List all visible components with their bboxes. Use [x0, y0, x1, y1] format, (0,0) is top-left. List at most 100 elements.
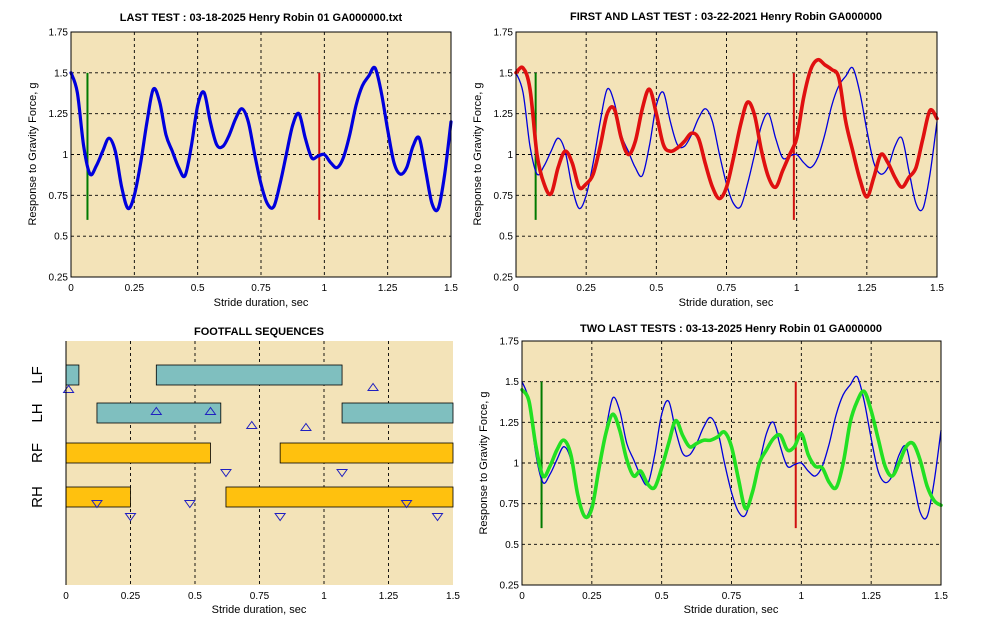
ticks: 0 0.25 0.5 0.75 1 1.25 1.50.250.50.7511.251.51…: [494, 28, 945, 295]
x-tick-label: 1.25: [378, 283, 398, 294]
footfall-triangle-down: [431, 513, 444, 522]
y-tick-label: 1.5: [505, 377, 519, 388]
x-axis-label: Stride duration, sec: [214, 297, 309, 309]
x-axis-label: Stride duration, sec: [679, 297, 774, 309]
series-layer: [514, 57, 939, 220]
x-tick-label: 1.25: [857, 283, 877, 294]
panel-first-and-last-test: 0 0.25 0.5 0.75 1 1.25 1.50.250.50.7511.251.51…: [472, 11, 944, 309]
footfall-bar-rh: [225, 486, 454, 508]
y-tick-label: 0.75: [494, 191, 514, 202]
footfall-triangle-down: [90, 500, 103, 509]
footfall-triangle-down: [219, 469, 232, 478]
x-axis-label: Stride duration, sec: [684, 604, 779, 616]
x-tick-label: 0.25: [576, 283, 596, 294]
series-layer: [69, 65, 453, 220]
series-line-last: [69, 65, 453, 213]
x-tick-label: 1.5: [446, 591, 460, 602]
x-tick-label: 1: [794, 283, 800, 294]
series-line-previous: [520, 388, 943, 520]
panel-footfall-sequences: 0 0.25 0.5 0.75 1 1.25 1.5 LF LH RF RH FOOTFALL S…: [29, 326, 460, 616]
x-tick-label: 0.25: [121, 591, 141, 602]
y-tick-label: 1: [513, 459, 519, 470]
y-tick-label: 0.75: [49, 191, 69, 202]
y-tick-label: 1: [507, 150, 513, 161]
footfall-triangle-up: [245, 420, 258, 429]
x-tick-label: 0.75: [722, 591, 742, 602]
footfall-bar-lh: [96, 402, 222, 424]
x-tick-label: 0.75: [717, 283, 737, 294]
chart-title: TWO LAST TESTS : 03-13-2025 Henry Robin …: [580, 323, 882, 335]
x-tick-label: 0.5: [188, 591, 202, 602]
chart-title: LAST TEST : 03-18-2025 Henry Robin 01 GA…: [120, 12, 403, 24]
panel-last-test: 0 0.25 0.5 0.75 1 1.25 1.50.250.50.7511.251.51…: [27, 12, 458, 309]
footfall-triangle-up: [299, 422, 312, 431]
y-tick-label: 1.75: [500, 337, 520, 348]
x-tick-label: 0.5: [655, 591, 669, 602]
x-tick-label: 1: [321, 591, 327, 602]
series-line-first: [514, 57, 939, 201]
row-label-rh: RH: [29, 486, 46, 508]
footfall-bar-lf: [155, 364, 343, 386]
y-axis-label: Response to Gravity Force, g: [27, 82, 39, 225]
x-tick-label: 1: [799, 591, 805, 602]
plot-frame: [70, 31, 452, 278]
x-tick-label: 1.25: [861, 591, 881, 602]
y-tick-label: 1.25: [500, 418, 520, 429]
footfall-bar-lh: [341, 402, 454, 424]
y-tick-label: 1.25: [49, 109, 69, 120]
ticks: 0 0.25 0.5 0.75 1 1.25 1.50.250.50.7511.251.51…: [500, 337, 949, 603]
x-tick-label: 0: [519, 591, 525, 602]
y-tick-label: 0.5: [54, 232, 68, 243]
footfall-triangle-up: [204, 406, 217, 415]
series-layer: [520, 375, 943, 529]
x-tick-label: 0: [513, 283, 519, 294]
footfall-triangle-up: [150, 406, 163, 415]
x-tick-label: 1: [322, 283, 328, 294]
plot-frame: [515, 31, 938, 278]
x-tick-label: 1.5: [934, 591, 948, 602]
footfall-bar-rh: [65, 486, 131, 508]
ticks: 0 0.25 0.5 0.75 1 1.25 1.50.250.50.7511.251.51…: [49, 28, 459, 295]
y-tick-label: 0.25: [494, 273, 514, 284]
x-tick-label: 0: [68, 283, 74, 294]
y-tick-label: 0.5: [499, 232, 513, 243]
y-tick-label: 0.25: [49, 273, 69, 284]
footfall-bar-rf: [279, 442, 454, 464]
x-tick-label: 0: [63, 591, 69, 602]
chart-title: FIRST AND LAST TEST : 03-22-2021 Henry R…: [570, 11, 882, 23]
x-tick-label: 0.5: [649, 283, 663, 294]
chart-title: FOOTFALL SEQUENCES: [194, 326, 324, 338]
y-tick-label: 0.75: [500, 499, 520, 510]
series-layer: [62, 364, 454, 522]
y-tick-label: 0.25: [500, 581, 520, 592]
row-label-lf: LF: [29, 366, 46, 384]
footfall-triangle-down: [274, 513, 287, 522]
plot-frame: [521, 340, 942, 586]
y-tick-label: 1.75: [49, 28, 69, 39]
row-label-lh: LH: [29, 403, 46, 422]
footfall-triangle-up: [367, 382, 379, 391]
footfall-triangle-down: [183, 500, 196, 509]
x-tick-label: 0.75: [251, 283, 271, 294]
x-tick-label: 0.5: [191, 283, 205, 294]
y-tick-label: 0.5: [505, 540, 519, 551]
x-axis-label: Stride duration, sec: [212, 604, 307, 616]
x-tick-label: 1.5: [930, 283, 944, 294]
y-axis-label: Response to Gravity Force, g: [472, 82, 484, 225]
footfall-bar-rf: [65, 442, 211, 464]
x-tick-label: 0.75: [250, 591, 270, 602]
y-tick-label: 1.25: [494, 109, 514, 120]
footfall-bar-lf: [65, 364, 80, 386]
y-tick-label: 1.5: [54, 68, 68, 79]
x-tick-label: 0.25: [582, 591, 602, 602]
panel-two-last-tests: 0 0.25 0.5 0.75 1 1.25 1.50.250.50.7511.251.51…: [478, 323, 948, 616]
x-tick-label: 1.25: [379, 591, 399, 602]
x-tick-label: 1.5: [444, 283, 458, 294]
footfall-triangle-down: [124, 513, 137, 522]
y-axis-label: Response to Gravity Force, g: [478, 391, 490, 534]
row-label-rf: RF: [29, 443, 46, 463]
ticks: 0 0.25 0.5 0.75 1 1.25 1.5: [63, 341, 460, 602]
y-tick-label: 1.5: [499, 68, 513, 79]
y-tick-label: 1.75: [494, 28, 514, 39]
